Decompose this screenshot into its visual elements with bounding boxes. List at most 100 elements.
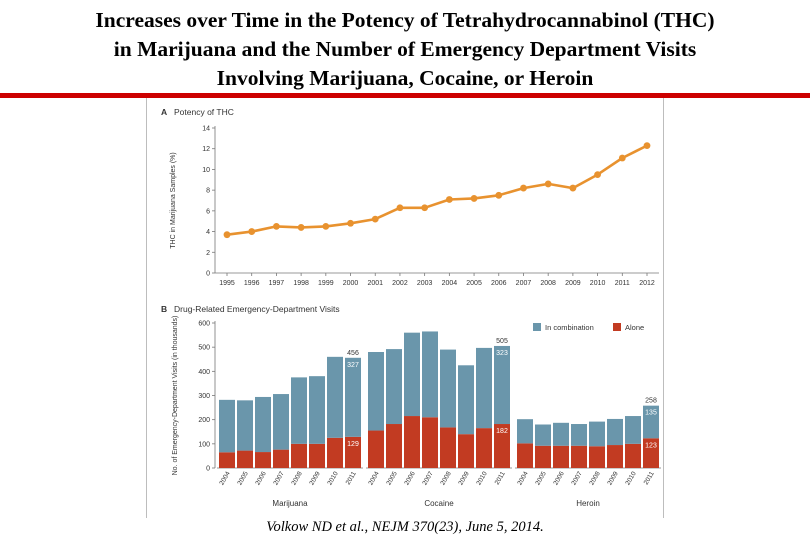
panel-a-y-tick-label: 0 [206,271,210,278]
panel-b-y-label: No. of Emergency-Department Visits (in t… [172,316,179,476]
panel-a-y-tick-label: 12 [202,146,210,153]
panel-b-x-tick-label: 2006 [552,470,565,486]
panel-a-x-tick-label: 2006 [491,280,507,287]
bar-heroin-in-combination [589,421,605,447]
legend-swatch-in-combination [533,323,541,331]
bar-cocaine-alone [422,417,438,468]
panel-b-x-tick-label: 2010 [624,470,637,486]
panel-b-y-tick-label: 100 [198,441,210,448]
panel-a-x-tick-label: 2005 [466,280,482,287]
slide-title: Increases over Time in the Potency of Te… [0,6,810,93]
bar-marijuana-in-combination [327,356,343,438]
bar-cocaine-in-combination [368,352,384,431]
thc-potency-point [618,154,626,162]
panel-b-x-tick-label: 2009 [308,470,321,486]
bar-marijuana-in-combination [309,376,325,444]
thc-potency-point [297,224,305,231]
panel-b-x-tick-label: 2007 [570,470,583,486]
bar-heroin-alone [553,445,569,468]
legend-swatch-alone [613,323,621,331]
panel-a-letter: A [161,107,167,117]
bar-marijuana-alone [327,437,343,468]
panel-a-title: Potency of THC [174,107,234,117]
bar-heroin-alone [607,445,623,468]
panel-b-x-tick-label: 2006 [254,470,267,486]
panel-b-x-tick-label: 2010 [475,470,488,486]
bar-marijuana-alone [273,449,289,468]
bar-marijuana-alone [237,450,253,468]
thc-potency-point [223,231,231,239]
panel-b-x-tick-label: 2004 [516,470,529,486]
group-label-cocaine: Cocaine [424,499,454,508]
panel-b-y-tick-label: 400 [198,369,210,376]
bar-marijuana-alone [255,452,271,468]
bar-heroin-alone [517,443,533,468]
bar-heroin-in-combination [517,419,533,444]
data-label-heroin-above: 258 [645,398,657,405]
bar-cocaine-in-combination [422,331,438,418]
data-label-marijuana-alone: 129 [347,441,359,448]
panel-b-x-tick-label: 2004 [367,470,380,486]
data-label-marijuana-combination: 327 [347,362,359,369]
bar-cocaine-alone [404,416,420,468]
panel-b-x-tick-label: 2011 [643,470,656,486]
bar-marijuana-in-combination [219,399,235,453]
panel-b-x-tick-label: 2008 [588,470,601,486]
panel-a-x-tick-label: 2004 [442,280,458,287]
panel-b-x-tick-label: 2004 [218,470,231,486]
panel-a-x-tick-label: 2009 [565,280,581,287]
thc-potency-point [322,222,330,230]
panel-a-y-tick-label: 4 [206,229,210,236]
panel-b-x-tick-label: 2008 [439,470,452,486]
thc-potency-point [495,191,503,199]
panel-b-y-tick-label: 300 [198,393,210,400]
thc-potency-point [520,184,527,192]
bar-cocaine-in-combination [494,345,510,425]
panel-a-y-label: THC in Marijuana Samples (%) [170,152,177,248]
bar-heroin-alone [535,445,551,468]
data-label-heroin-alone: 123 [645,442,657,449]
panel-b-y-tick-label: 200 [198,417,210,424]
thc-potency-point [273,222,280,230]
bar-marijuana-in-combination [273,394,289,450]
bar-cocaine-alone [440,427,456,468]
bar-marijuana-in-combination [255,396,271,453]
thc-potency-point [396,204,404,212]
bar-cocaine-alone [494,424,510,468]
thc-potency-point [643,142,651,150]
data-label-heroin-combination: 135 [645,410,657,417]
panel-a-x-tick-label: 1999 [318,280,334,287]
panel-b-title: Drug-Related Emergency-Department Visits [174,304,340,314]
panel-b-x-tick-label: 2005 [236,470,249,486]
title-line-1: Increases over Time in the Potency of Te… [95,8,715,32]
panel-b-x-tick-label: 2011 [494,470,507,486]
bar-marijuana-in-combination [291,377,307,444]
bar-cocaine-alone [368,430,384,468]
bar-heroin-alone [571,445,587,468]
bar-marijuana-alone [291,443,307,468]
bar-heroin-alone [625,443,641,468]
thc-potency-point [248,228,256,235]
panel-a-x-tick-label: 2010 [590,280,606,287]
thc-potency-point [470,195,478,202]
bar-heroin-in-combination [607,418,623,446]
bar-cocaine-in-combination [404,332,420,417]
thc-potency-line [226,144,648,236]
panel-a-x-tick-label: 1998 [293,280,309,287]
thc-potency-point [569,184,577,192]
bar-heroin-in-combination [553,422,569,446]
bar-marijuana-in-combination [237,400,253,451]
panel-a-x-tick-label: 2012 [639,280,655,287]
thc-potency-point [594,171,601,179]
thc-potency-point [347,219,354,227]
panel-a-x-tick-label: 2001 [367,280,383,287]
bar-cocaine-in-combination [386,349,402,425]
panel-a-y-tick-label: 8 [206,188,210,195]
panel-a-y-tick-label: 6 [206,208,210,215]
bar-marijuana-in-combination [345,357,361,437]
panel-b-x-tick-label: 2007 [272,470,285,486]
bar-marijuana-alone [309,443,325,468]
panel-a-y-tick-label: 14 [202,126,210,133]
panel-a-x-tick-label: 1996 [244,280,260,287]
panel-a-y-tick-label: 10 [202,167,210,174]
